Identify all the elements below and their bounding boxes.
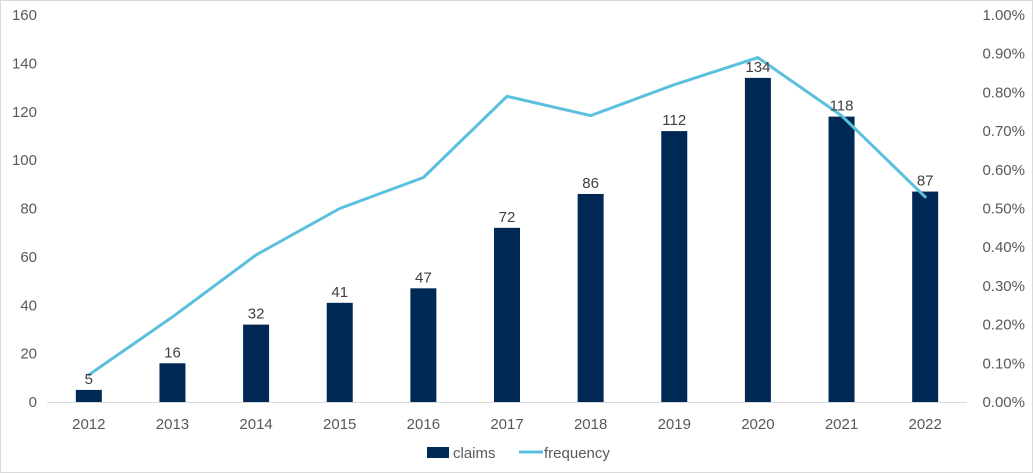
- legend-claims-label: claims: [453, 445, 496, 462]
- right-y-tick-label: 0.20%: [982, 317, 1025, 334]
- right-y-tick-label: 0.30%: [982, 278, 1025, 295]
- claims-data-label: 47: [415, 269, 432, 286]
- claims-bar: [159, 363, 186, 402]
- left-y-tick-label: 0: [29, 394, 37, 411]
- left-y-tick-label: 60: [20, 249, 37, 266]
- right-y-tick-label: 0.70%: [982, 123, 1025, 140]
- right-y-tick-label: 1.00%: [982, 7, 1025, 24]
- claims-data-label: 112: [662, 112, 686, 129]
- legend-frequency-label: frequency: [544, 445, 610, 462]
- claims-bar: [410, 288, 437, 402]
- claims-data-label: 16: [164, 344, 181, 361]
- left-y-tick-label: 160: [12, 7, 37, 24]
- right-y-axis: 0.00% 0.10% 0.20% 0.30% 0.40% 0.50% 0.60% 0.70%…: [982, 7, 1025, 411]
- left-y-tick-label: 100: [12, 152, 37, 169]
- claims-bar: [828, 116, 855, 403]
- x-tick-label: 2018: [574, 416, 607, 433]
- claims-data-label: 86: [582, 175, 599, 192]
- right-y-tick-label: 0.10%: [982, 355, 1025, 372]
- left-y-tick-label: 40: [20, 297, 37, 314]
- right-y-tick-label: 0.60%: [982, 162, 1025, 179]
- claims-bar: [243, 324, 270, 402]
- x-tick-label: 2017: [490, 416, 523, 433]
- x-tick-label: 2015: [323, 416, 356, 433]
- claims-data-labels: 5 16 32 41 47 72 86 112 134 118 87: [85, 59, 934, 388]
- frequency-line: [87, 56, 927, 377]
- x-tick-label: 2016: [407, 416, 440, 433]
- left-y-tick-label: 20: [20, 346, 37, 363]
- x-axis: 2012 2013 2014 2015 2016 2017 2018 2019 2020 2021…: [72, 416, 942, 433]
- left-y-tick-label: 80: [20, 201, 37, 218]
- claims-bar: [912, 191, 939, 402]
- claims-bar: [661, 131, 688, 402]
- legend-claims-swatch: [427, 447, 449, 458]
- claims-data-label: 118: [830, 98, 854, 115]
- x-tick-label: 2014: [239, 416, 272, 433]
- x-tick-label: 2012: [72, 416, 105, 433]
- x-tick-label: 2013: [156, 416, 189, 433]
- frequency-line-layer: [87, 56, 927, 377]
- legend: claims frequency: [427, 445, 610, 462]
- claims-bar: [494, 227, 520, 402]
- claims-bars: [75, 77, 939, 403]
- claims-data-label: 5: [85, 371, 93, 388]
- right-y-tick-label: 0.40%: [982, 239, 1025, 256]
- claims-data-label: 32: [248, 306, 265, 323]
- claims-bar: [326, 302, 353, 402]
- right-y-tick-label: 0.80%: [982, 84, 1025, 101]
- left-y-tick-label: 140: [12, 55, 37, 72]
- right-y-tick-label: 0.50%: [982, 201, 1025, 218]
- left-y-tick-label: 120: [12, 104, 37, 121]
- x-tick-label: 2019: [658, 416, 691, 433]
- right-y-tick-label: 0.00%: [982, 394, 1025, 411]
- claims-data-label: 72: [499, 209, 516, 226]
- claims-data-label: 87: [917, 173, 934, 190]
- x-tick-label: 2021: [825, 416, 858, 433]
- x-tick-label: 2020: [741, 416, 774, 433]
- claims-bar: [577, 193, 604, 402]
- right-y-tick-label: 0.90%: [982, 46, 1025, 63]
- x-tick-label: 2022: [908, 416, 941, 433]
- claims-data-label: 41: [331, 284, 348, 301]
- left-y-axis: 0 20 40 60 80 100 120 140 160: [12, 7, 37, 411]
- claims-data-label: 134: [745, 59, 770, 76]
- claims-bar: [744, 77, 771, 402]
- claims-bar: [75, 389, 102, 402]
